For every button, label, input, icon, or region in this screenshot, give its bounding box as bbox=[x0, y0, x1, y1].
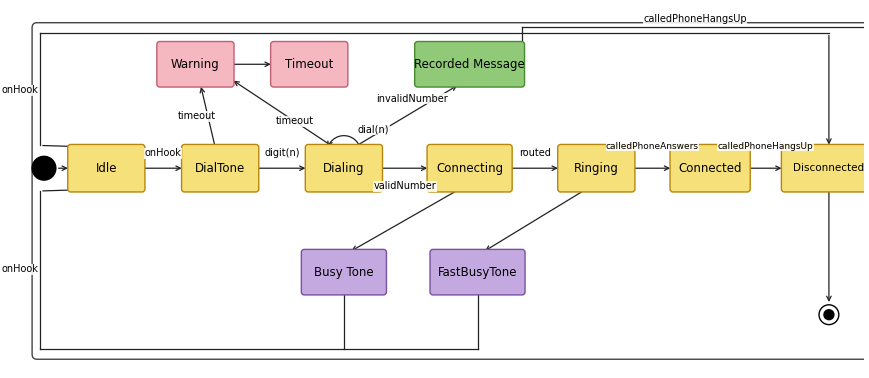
Text: routed: routed bbox=[519, 149, 550, 158]
Text: Warning: Warning bbox=[171, 58, 220, 71]
Text: timeout: timeout bbox=[177, 111, 216, 121]
Text: digit(n): digit(n) bbox=[264, 149, 300, 158]
Text: Ringing: Ringing bbox=[574, 162, 618, 175]
FancyBboxPatch shape bbox=[415, 42, 524, 87]
FancyBboxPatch shape bbox=[669, 144, 749, 192]
FancyBboxPatch shape bbox=[429, 249, 524, 295]
Text: Connected: Connected bbox=[678, 162, 741, 175]
Text: validNumber: validNumber bbox=[373, 181, 435, 191]
Text: Connecting: Connecting bbox=[435, 162, 502, 175]
Text: FastBusyTone: FastBusyTone bbox=[437, 266, 517, 279]
Text: invalidNumber: invalidNumber bbox=[375, 94, 447, 104]
Text: onHook: onHook bbox=[144, 149, 182, 158]
Text: calledPhoneHangsUp: calledPhoneHangsUp bbox=[717, 142, 813, 151]
FancyBboxPatch shape bbox=[301, 249, 386, 295]
FancyBboxPatch shape bbox=[557, 144, 634, 192]
Text: Busy Tone: Busy Tone bbox=[314, 266, 374, 279]
Circle shape bbox=[818, 305, 838, 325]
Text: Idle: Idle bbox=[96, 162, 117, 175]
Text: Dialing: Dialing bbox=[322, 162, 364, 175]
FancyBboxPatch shape bbox=[68, 144, 145, 192]
Text: calledPhoneHangsUp: calledPhoneHangsUp bbox=[642, 14, 746, 24]
Circle shape bbox=[32, 156, 56, 180]
Text: calledPhoneAnswers: calledPhoneAnswers bbox=[606, 142, 698, 151]
FancyBboxPatch shape bbox=[270, 42, 348, 87]
FancyBboxPatch shape bbox=[780, 144, 869, 192]
FancyBboxPatch shape bbox=[305, 144, 382, 192]
FancyBboxPatch shape bbox=[156, 42, 234, 87]
Text: Disconnected: Disconnected bbox=[793, 163, 864, 173]
Text: dial(n): dial(n) bbox=[357, 125, 389, 135]
Circle shape bbox=[823, 310, 833, 320]
Text: Timeout: Timeout bbox=[285, 58, 333, 71]
FancyBboxPatch shape bbox=[182, 144, 258, 192]
Text: onHook: onHook bbox=[2, 85, 38, 95]
Text: timeout: timeout bbox=[275, 116, 313, 126]
Text: Recorded Message: Recorded Message bbox=[414, 58, 524, 71]
Text: onHook: onHook bbox=[2, 264, 38, 274]
FancyBboxPatch shape bbox=[32, 23, 869, 359]
Text: DialTone: DialTone bbox=[195, 162, 245, 175]
FancyBboxPatch shape bbox=[427, 144, 512, 192]
